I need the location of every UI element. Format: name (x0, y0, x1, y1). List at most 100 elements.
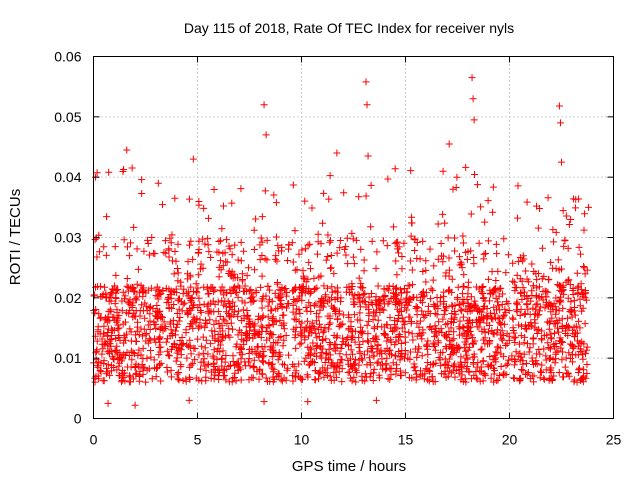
data-point (361, 298, 369, 306)
data-point (489, 286, 497, 294)
data-point (273, 257, 281, 265)
data-point (554, 324, 561, 332)
data-point (424, 350, 432, 358)
data-point (554, 256, 562, 264)
data-point (319, 336, 327, 344)
data-point (195, 246, 203, 254)
data-point (251, 348, 259, 356)
data-point (576, 376, 584, 384)
data-point (555, 102, 563, 110)
data-point (531, 316, 539, 324)
data-point (138, 301, 146, 309)
data-point (485, 328, 493, 336)
data-point (471, 301, 479, 309)
data-point (241, 282, 249, 290)
y-tick-label: 0.06 (54, 49, 81, 65)
data-point (371, 312, 379, 320)
data-point (479, 283, 487, 291)
data-point (238, 297, 246, 305)
data-point (228, 378, 236, 386)
y-tick-label: 0 (74, 411, 82, 427)
data-point (228, 306, 236, 314)
data-point (240, 247, 248, 255)
data-point (141, 314, 149, 322)
data-point (276, 351, 284, 359)
data-point (583, 343, 591, 351)
data-point (558, 158, 565, 166)
data-point (397, 286, 405, 294)
data-point (380, 330, 388, 338)
data-point (377, 297, 385, 305)
data-point (504, 251, 512, 259)
data-point (442, 272, 450, 280)
data-point (441, 332, 449, 340)
data-point (211, 334, 219, 342)
data-point (319, 329, 327, 337)
data-point (268, 353, 276, 361)
data-point (157, 377, 165, 385)
data-point (222, 376, 230, 384)
data-point (205, 248, 213, 256)
data-point (266, 377, 274, 385)
data-point (394, 311, 402, 319)
data-point (346, 362, 354, 370)
data-point (215, 320, 223, 328)
data-point (326, 351, 334, 359)
data-point (535, 307, 543, 315)
data-point (154, 295, 162, 303)
data-point (583, 346, 591, 354)
data-point (201, 240, 209, 248)
data-point (470, 350, 478, 358)
data-point (423, 340, 431, 348)
data-point (548, 376, 556, 384)
data-point (127, 347, 135, 355)
data-point (139, 344, 147, 352)
data-point (304, 373, 312, 381)
data-point (530, 361, 538, 369)
data-point (299, 288, 307, 296)
data-point (382, 360, 390, 368)
data-point (170, 300, 178, 308)
data-point (420, 292, 428, 300)
data-point (545, 374, 553, 382)
data-point (524, 305, 532, 313)
data-point (326, 238, 334, 246)
data-point (313, 317, 321, 325)
data-point (383, 321, 391, 329)
data-point (520, 339, 528, 347)
axes: 0 5 10 15 20 25 0 0.01 0.02 0.03 0.04 0.05 0.06 (54, 49, 621, 448)
data-point (447, 369, 455, 377)
data-point (505, 306, 513, 314)
data-point (230, 311, 238, 319)
data-point (393, 271, 401, 279)
data-point (392, 284, 400, 292)
data-point (329, 359, 337, 367)
x-tick-label: 25 (606, 432, 622, 448)
data-point (211, 371, 219, 379)
data-point (550, 238, 558, 246)
data-point (514, 258, 522, 266)
data-point (476, 307, 484, 315)
data-point (369, 369, 377, 377)
data-point (175, 368, 183, 376)
data-point (383, 337, 391, 345)
data-point (262, 292, 270, 300)
data-point (268, 306, 276, 314)
data-point (175, 317, 183, 325)
data-point (389, 289, 397, 297)
data-point (100, 330, 108, 338)
data-point (274, 339, 282, 347)
data-point (342, 288, 350, 296)
data-point (319, 364, 327, 372)
data-point (119, 288, 127, 296)
data-point (150, 356, 158, 364)
data-point (517, 332, 525, 340)
data-point (451, 234, 459, 242)
data-point (403, 288, 411, 296)
data-point (532, 357, 540, 365)
data-point (516, 275, 524, 283)
data-point (108, 285, 116, 293)
data-point (369, 316, 377, 324)
data-point (534, 224, 542, 232)
data-point (101, 283, 109, 291)
